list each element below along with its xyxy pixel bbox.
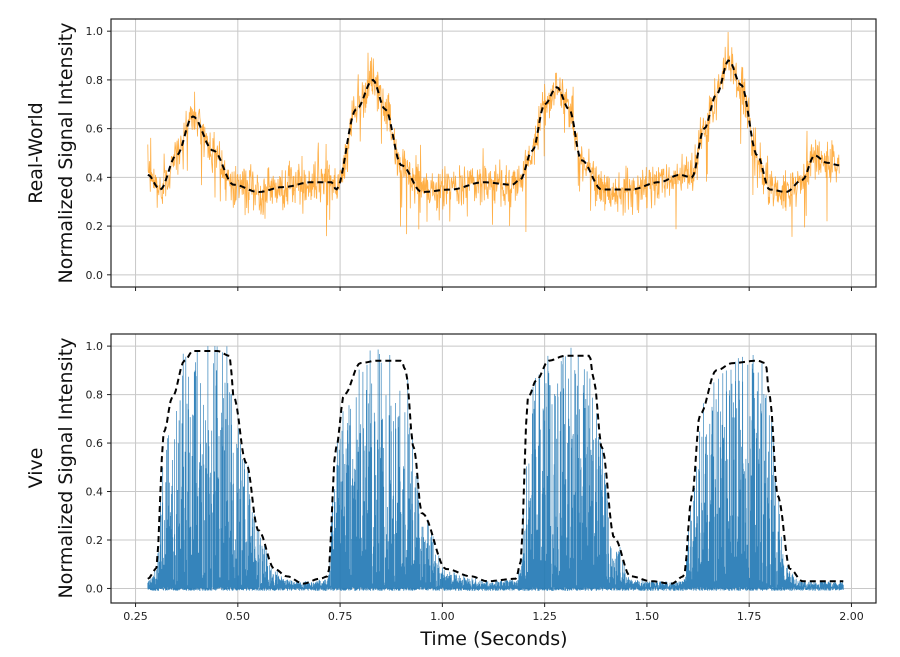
y-tick-label: 0.2 [86,534,104,547]
bottom-axes-vive: 0.25 0.50 0.75 1.00 1.25 1.50 1.75 2.00 0.0 0.2 0.… [86,333,877,623]
y-tick-label: 0.0 [86,582,104,595]
y-tick-label: 0.2 [86,220,104,233]
top-ylabel-line2: Normalized Signal Intensity [55,23,77,284]
top-ylabel-line1: Real-World [25,102,47,204]
raw-signal-line [147,346,844,591]
y-tick-label: 0.4 [86,171,104,184]
y-tick-label: 0.6 [86,123,104,136]
smoothed-envelope-line [147,350,844,585]
x-tick-label: 0.75 [328,610,353,623]
raw-signal-line [147,31,840,237]
smoothed-envelope-line [147,59,840,194]
y-tick-label: 1.0 [86,25,104,38]
y-tick-label: 0.8 [86,389,104,402]
x-axis-label: Time (Seconds) [419,628,567,650]
y-tick-label: 0.8 [86,74,104,87]
top-axes-real-world: 0.0 0.2 0.4 0.6 0.8 1.0 [86,18,877,291]
x-tick-label: 1.00 [430,610,455,623]
axes-frame [110,18,877,288]
bottom-ylabel-line1: Vive [25,448,47,489]
y-tick-label: 0.4 [86,486,104,499]
bottom-ylabel-line2: Normalized Signal Intensity [55,338,77,599]
x-tick-label: 1.75 [737,610,762,623]
x-tick-label: 2.00 [839,610,864,623]
y-tick-label: 1.0 [86,340,104,353]
x-tick-label: 1.25 [532,610,557,623]
y-tick-label: 0.6 [86,437,104,450]
x-tick-label: 0.50 [226,610,251,623]
x-tick-label: 0.25 [123,610,148,623]
x-tick-label: 1.50 [635,610,660,623]
y-tick-label: 0.0 [86,269,104,282]
axes-frame [110,333,877,604]
